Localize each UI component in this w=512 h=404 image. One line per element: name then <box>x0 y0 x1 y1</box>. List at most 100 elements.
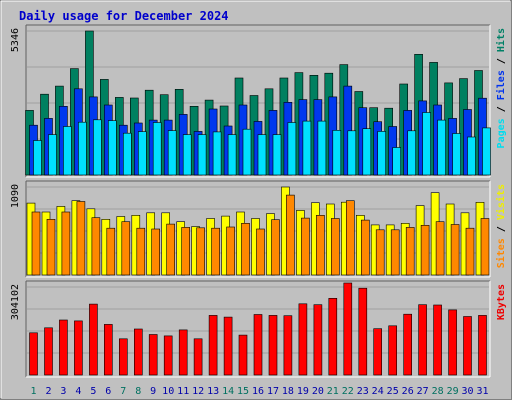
bar-kbytes-23 <box>358 287 368 376</box>
x-tick-label: 25 <box>387 386 399 397</box>
bar-kbytes-24 <box>373 328 383 376</box>
bar-pages-25 <box>392 147 402 176</box>
bar-kbytes-21 <box>328 297 338 376</box>
bar-kbytes-16 <box>253 314 263 376</box>
y-max-label: 304102 <box>10 284 21 320</box>
bar-kbytes-14 <box>223 316 233 376</box>
panel-hits-files-pages: 5346 Pages / Files / Hits <box>10 24 507 178</box>
bar-pages-15 <box>242 128 252 176</box>
x-tick-label: 11 <box>177 386 189 397</box>
x-tick-label: 17 <box>267 386 279 397</box>
bar-kbytes-26 <box>403 313 413 376</box>
bar-kbytes-15 <box>238 334 248 376</box>
y-max-label: 5346 <box>10 28 21 52</box>
x-tick-label: 16 <box>252 386 264 397</box>
x-tick-label: 29 <box>447 386 459 397</box>
bar-kbytes-31 <box>478 315 487 376</box>
bar-kbytes-25 <box>388 325 398 376</box>
bar-sites-4 <box>76 201 86 276</box>
bar-sites-23 <box>360 219 370 276</box>
panels-group: 5346 Pages / Files / Hits 1090 Sites / Visi… <box>10 24 507 378</box>
bar-kbytes-10 <box>163 335 173 376</box>
x-tick-label: 2 <box>45 386 51 397</box>
x-tick-label: 26 <box>402 386 414 397</box>
series-sites <box>31 194 490 276</box>
bar-pages-29 <box>452 133 461 176</box>
bar-pages-5 <box>93 119 102 176</box>
series-kbytes <box>29 282 487 376</box>
bar-sites-29 <box>450 224 460 276</box>
x-tick-label: 8 <box>135 386 141 397</box>
legend-entry-pages: Pages <box>496 118 507 148</box>
bar-sites-26 <box>405 227 415 276</box>
bar-pages-11 <box>182 134 192 176</box>
x-tick-label: 7 <box>120 386 126 397</box>
legend: Sites / Visits <box>495 184 507 268</box>
legend-entry-visits: Visits <box>495 184 507 220</box>
x-tick-label: 9 <box>150 386 156 397</box>
bar-pages-8 <box>138 131 147 176</box>
x-tick-label: 23 <box>357 386 369 397</box>
bar-sites-9 <box>151 228 160 276</box>
bar-kbytes-9 <box>148 334 158 376</box>
bar-pages-16 <box>257 134 267 176</box>
legend-separator: / <box>496 220 507 238</box>
bar-kbytes-17 <box>268 315 278 376</box>
bar-kbytes-28 <box>433 304 442 376</box>
legend-entry-hits: Hits <box>495 28 507 52</box>
bar-pages-4 <box>78 121 87 176</box>
x-tick-label: 22 <box>342 386 354 397</box>
bar-kbytes-30 <box>463 316 472 376</box>
bar-sites-28 <box>435 221 445 276</box>
x-tick-label: 18 <box>282 386 294 397</box>
bar-pages-31 <box>482 127 491 176</box>
bar-pages-19 <box>302 120 312 176</box>
bar-sites-22 <box>345 200 355 276</box>
bar-kbytes-11 <box>178 329 188 376</box>
bar-kbytes-20 <box>313 304 323 376</box>
bar-kbytes-1 <box>29 332 38 376</box>
bar-sites-27 <box>420 225 430 276</box>
bar-sites-25 <box>390 229 400 276</box>
x-tick-label: 28 <box>432 386 444 397</box>
bar-kbytes-29 <box>448 309 457 376</box>
bar-sites-24 <box>375 229 385 276</box>
bar-pages-14 <box>227 134 237 176</box>
bar-pages-1 <box>33 140 42 176</box>
bar-kbytes-2 <box>44 327 53 376</box>
bar-pages-23 <box>362 128 372 176</box>
series-pages <box>33 112 491 176</box>
bar-pages-26 <box>407 130 417 176</box>
panel-visits-sites: 1090 Sites / Visits <box>10 180 507 278</box>
bar-kbytes-27 <box>418 304 427 376</box>
bar-sites-21 <box>330 218 340 276</box>
x-tick-label: 27 <box>417 386 429 397</box>
bar-kbytes-13 <box>208 315 218 376</box>
x-tick-label: 6 <box>105 386 111 397</box>
bar-kbytes-4 <box>74 320 83 376</box>
bar-pages-9 <box>152 122 162 176</box>
x-tick-label: 13 <box>207 386 219 397</box>
bar-sites-2 <box>46 219 56 276</box>
bar-kbytes-8 <box>134 328 143 376</box>
x-tick-label: 3 <box>60 386 66 397</box>
legend-entry-files: Files <box>495 70 507 100</box>
bar-pages-27 <box>422 112 431 176</box>
bar-sites-8 <box>136 227 146 276</box>
bar-sites-14 <box>226 226 235 276</box>
bar-kbytes-3 <box>59 319 68 376</box>
bar-kbytes-12 <box>193 338 203 376</box>
bar-pages-30 <box>467 136 476 176</box>
bar-kbytes-18 <box>283 315 293 376</box>
x-tick-label: 4 <box>75 386 81 397</box>
x-tick-label: 1 <box>30 386 36 397</box>
bar-pages-12 <box>197 134 207 176</box>
bar-sites-13 <box>211 227 220 276</box>
x-tick-label: 30 <box>461 386 473 397</box>
x-tick-label: 12 <box>192 386 204 397</box>
bar-sites-30 <box>465 227 475 276</box>
bar-pages-13 <box>212 131 222 176</box>
bar-pages-21 <box>332 130 342 176</box>
